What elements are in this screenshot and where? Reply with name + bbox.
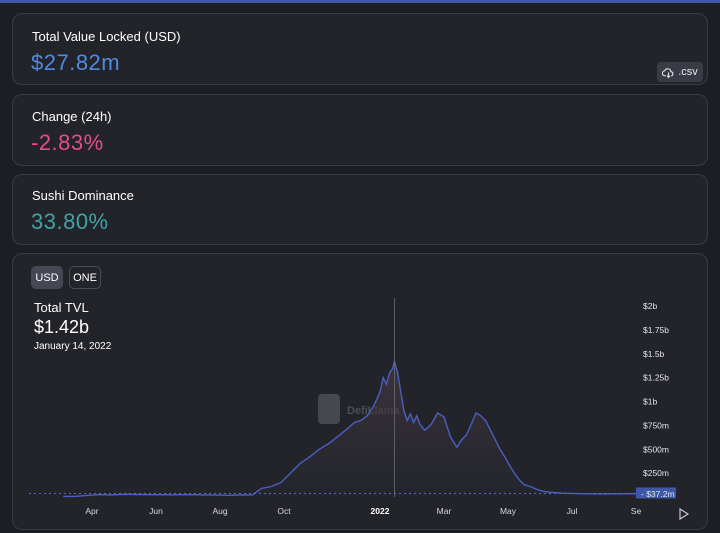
y-tick-label: $2b <box>643 301 657 311</box>
x-tick-label: Jul <box>567 506 578 516</box>
y-tick-label: $250m <box>643 468 669 478</box>
csv-label: .csv <box>678 66 698 78</box>
tvl-card: Total Value Locked (USD) $27.82m .csv <box>12 13 708 85</box>
usd-toggle[interactable]: USD <box>31 266 63 289</box>
y-tick-label: $500m <box>643 444 669 454</box>
current-value-label: - $37.2m <box>641 489 675 499</box>
tvl-chart: DefiLlama- $37.2m$2b$1.75b$1.5b$1.25b$1b… <box>29 298 690 521</box>
x-tick-label: Oct <box>277 506 291 516</box>
dominance-label: Sushi Dominance <box>32 188 134 203</box>
x-tick-label: Apr <box>85 506 98 516</box>
x-tick-label: Se <box>631 506 642 516</box>
x-tick-label: Aug <box>212 506 227 516</box>
current-value-badge <box>636 487 676 499</box>
dominance-value: 33.80% <box>31 209 109 234</box>
dominance-card: Sushi Dominance 33.80% <box>12 174 708 245</box>
chart-card: DefiLlama- $37.2m$2b$1.75b$1.5b$1.25b$1b… <box>12 253 708 530</box>
x-tick-label: 2022 <box>371 506 390 516</box>
scroll-right-icon[interactable] <box>679 507 690 521</box>
tooltip-title: Total TVL <box>34 300 89 315</box>
y-tick-label: $1.75b <box>643 325 669 335</box>
y-tick-label: $750m <box>643 420 669 430</box>
tvl-label: Total Value Locked (USD) <box>32 29 181 44</box>
llama-icon <box>318 394 340 424</box>
x-tick-label: Jun <box>149 506 163 516</box>
download-cloud-icon <box>662 67 674 78</box>
tooltip-date: January 14, 2022 <box>34 341 112 352</box>
tooltip-value: $1.42b <box>34 317 90 337</box>
tvl-value: $27.82m <box>31 50 121 75</box>
change-card: Change (24h) -2.83% <box>12 94 708 166</box>
one-toggle[interactable]: ONE <box>69 266 101 289</box>
top-accent-bar <box>0 0 720 3</box>
y-tick-label: $1.25b <box>643 373 669 383</box>
change-label: Change (24h) <box>32 109 112 124</box>
tvl-series-line <box>63 358 668 498</box>
x-tick-label: Mar <box>437 506 452 516</box>
change-value: -2.83% <box>31 130 104 155</box>
y-tick-label: $1b <box>643 397 657 407</box>
y-tick-label: $1.5b <box>643 349 665 359</box>
download-csv-button[interactable]: .csv <box>657 62 703 82</box>
x-tick-label: May <box>500 506 517 516</box>
tvl-area-fill <box>63 361 668 497</box>
